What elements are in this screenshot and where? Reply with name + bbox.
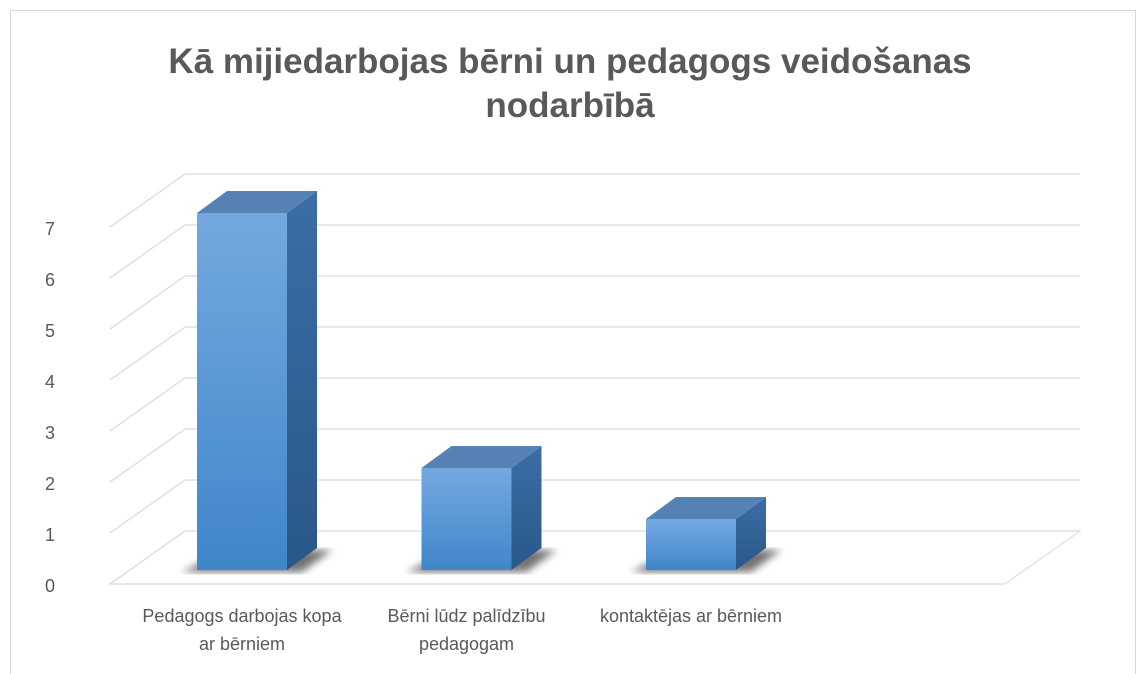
grid-line — [109, 479, 186, 534]
y-tick-label: 7 — [45, 219, 55, 239]
bar-side — [511, 446, 542, 570]
bar-top — [421, 446, 542, 468]
bar-top — [197, 191, 317, 213]
grid-line — [109, 530, 186, 585]
bar — [646, 519, 736, 570]
bar-side — [736, 497, 766, 570]
x-tick-label: Pedagogs darbojas kopa ar bērniem — [142, 606, 342, 654]
y-tick-label: 5 — [45, 321, 55, 341]
y-tick-label: 1 — [45, 525, 55, 545]
bar-top — [646, 497, 766, 519]
chart-title: Kā mijiedarbojas bērni un pedagogs veido… — [168, 42, 972, 125]
y-tick-label: 0 — [45, 576, 55, 596]
chart-frame — [10, 10, 1136, 674]
x-tick-label: kontaktējas ar bērniem — [599, 606, 783, 626]
y-tick-label: 6 — [45, 270, 55, 290]
y-tick-label: 4 — [45, 372, 55, 392]
grid-line — [109, 173, 186, 228]
grid-line — [109, 224, 186, 279]
bar — [421, 468, 512, 570]
x-tick-label: Bērni lūdz palīdzību pedagogam — [387, 606, 546, 654]
grid-line — [109, 428, 186, 483]
grid-line — [109, 326, 186, 381]
grid-line — [109, 377, 186, 432]
bar-side — [287, 191, 317, 570]
y-tick-label: 3 — [45, 423, 55, 443]
y-tick-label: 2 — [45, 474, 55, 494]
bar — [197, 213, 287, 570]
grid-line — [109, 275, 186, 330]
